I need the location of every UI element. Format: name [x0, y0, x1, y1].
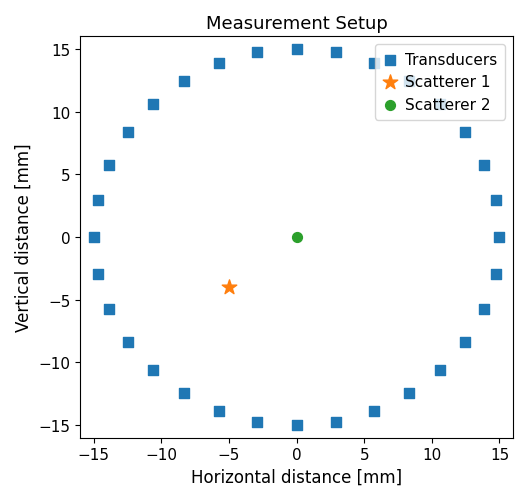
Transducers: [436, 366, 444, 374]
Transducers: [253, 418, 261, 426]
Legend: Transducers, Scatterer 1, Scatterer 2: Transducers, Scatterer 1, Scatterer 2: [375, 45, 505, 120]
Transducers: [90, 233, 98, 241]
Transducers: [149, 366, 157, 374]
Transducers: [215, 407, 223, 415]
Title: Measurement Setup: Measurement Setup: [206, 15, 388, 33]
Transducers: [332, 418, 341, 426]
Transducers: [93, 197, 102, 205]
Transducers: [436, 101, 444, 109]
Transducers: [253, 50, 261, 58]
Transducers: [105, 306, 114, 314]
X-axis label: Horizontal distance [mm]: Horizontal distance [mm]: [191, 468, 402, 486]
Transducers: [405, 390, 413, 398]
Transducers: [124, 129, 132, 137]
Transducers: [180, 78, 188, 86]
Scatterer 1: [225, 284, 233, 292]
Transducers: [332, 50, 341, 58]
Transducers: [480, 162, 488, 170]
Transducers: [495, 233, 504, 241]
Transducers: [124, 338, 132, 346]
Scatterer 2: [293, 233, 301, 241]
Transducers: [461, 129, 469, 137]
Transducers: [405, 78, 413, 86]
Transducers: [93, 270, 102, 278]
Transducers: [370, 60, 379, 68]
Transducers: [492, 270, 500, 278]
Y-axis label: Vertical distance [mm]: Vertical distance [mm]: [15, 143, 33, 332]
Transducers: [293, 421, 301, 429]
Transducers: [293, 46, 301, 54]
Transducers: [149, 101, 157, 109]
Transducers: [370, 407, 379, 415]
Transducers: [480, 306, 488, 314]
Transducers: [215, 60, 223, 68]
Transducers: [105, 162, 114, 170]
Transducers: [461, 338, 469, 346]
Transducers: [180, 390, 188, 398]
Transducers: [492, 197, 500, 205]
